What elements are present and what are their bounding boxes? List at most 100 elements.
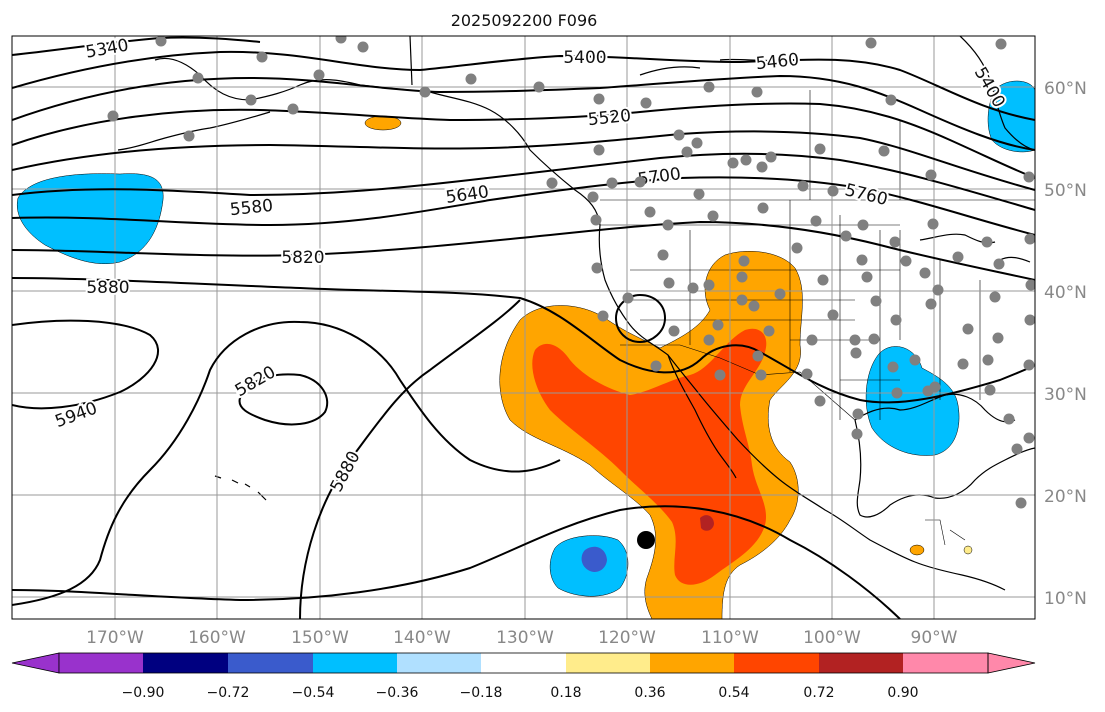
colorbar-extend-max xyxy=(987,652,1036,674)
station-dot xyxy=(989,291,1001,303)
station-dot xyxy=(870,295,882,307)
lon-label: 120°W xyxy=(598,628,656,648)
station-dot xyxy=(957,358,969,370)
station-dot xyxy=(774,288,786,300)
lat-label: 50°N xyxy=(1044,181,1087,201)
station-dot xyxy=(1003,413,1015,425)
station-dot xyxy=(817,274,829,286)
colorbar-segment xyxy=(903,653,988,673)
station-dot xyxy=(256,51,268,63)
contour-line xyxy=(12,320,561,606)
lon-label: 100°W xyxy=(803,628,861,648)
station-dot xyxy=(852,408,864,420)
station-dot xyxy=(687,282,699,294)
station-dot xyxy=(703,81,715,93)
colorbar-tick-label: −0.90 xyxy=(122,685,165,701)
station-dot xyxy=(932,284,944,296)
station-dot xyxy=(982,354,994,366)
station-dot xyxy=(245,94,257,106)
contour-line xyxy=(299,299,521,619)
negative-omega-region-hudson xyxy=(987,80,1035,153)
colorbar-ticks: −0.90 −0.72 −0.54 −0.36 −0.18 0.18 0.36 … xyxy=(122,685,919,701)
station-dot xyxy=(593,144,605,156)
station-dot xyxy=(673,129,685,141)
station-dot xyxy=(891,387,903,399)
station-dot xyxy=(107,110,119,122)
lon-label: 90°W xyxy=(911,628,958,648)
station-dot xyxy=(757,202,769,214)
lon-label: 160°W xyxy=(188,628,246,648)
station-dot xyxy=(650,360,662,372)
strongest-positive-omega-core xyxy=(700,515,714,531)
colorbar-outline xyxy=(58,652,989,674)
station-dot xyxy=(740,154,752,166)
station-dot xyxy=(736,271,748,283)
station-dot xyxy=(1024,314,1035,326)
point-marker xyxy=(637,531,655,549)
station-dot xyxy=(885,94,897,106)
station-dot xyxy=(919,267,931,279)
colorbar-segment xyxy=(397,653,481,673)
latitude-labels: 60°N 50°N 40°N 30°N 20°N 10°N xyxy=(1044,79,1087,609)
station-dot xyxy=(992,332,1004,344)
colorbar-tick-label: 0.54 xyxy=(718,685,749,701)
colorbar-tick-label: 0.18 xyxy=(550,685,581,701)
station-dot xyxy=(622,292,634,304)
station-dot xyxy=(738,255,750,267)
station-dot xyxy=(691,137,703,149)
station-dot xyxy=(849,334,861,346)
colorbar-segment xyxy=(313,653,397,673)
station-dot xyxy=(183,130,195,142)
station-dot xyxy=(597,310,609,322)
station-dot xyxy=(981,236,993,248)
station-dot xyxy=(736,294,748,306)
station-dot xyxy=(1023,171,1035,183)
station-dot xyxy=(533,81,545,93)
station-dot xyxy=(591,262,603,274)
colorbar-tick-label: 0.36 xyxy=(634,685,665,701)
station-dot xyxy=(827,309,839,321)
contour-line xyxy=(12,50,1035,121)
station-dot xyxy=(703,279,715,291)
station-dot xyxy=(587,191,599,203)
station-dot xyxy=(590,214,602,226)
colorbar-segment xyxy=(481,653,566,673)
station-dot xyxy=(857,219,869,231)
station-dot xyxy=(791,242,803,254)
station-dot xyxy=(814,395,826,407)
station-dot xyxy=(751,86,763,98)
colorbar-tick-label: −0.54 xyxy=(292,685,335,701)
longitude-labels: 170°W 160°W 150°W 140°W 130°W 120°W 110°… xyxy=(86,628,958,648)
station-dot xyxy=(865,37,877,49)
figure-title: 2025092200 F096 xyxy=(451,11,598,30)
station-dot xyxy=(900,255,912,267)
station-dot xyxy=(593,93,605,105)
colorbar-segment xyxy=(566,653,650,673)
colorbar-extend-min xyxy=(11,652,60,674)
station-dot xyxy=(851,428,863,440)
station-dot xyxy=(727,157,739,169)
station-dot xyxy=(868,333,880,345)
station-dot xyxy=(856,254,868,266)
contour-line xyxy=(12,152,1035,211)
station-dot xyxy=(712,319,724,331)
contour-line xyxy=(12,74,1035,151)
map-panel: 5340 5400 5460 5400 5520 5580 5640 5700 … xyxy=(12,36,1035,619)
station-dot xyxy=(925,169,937,181)
colorbar-segment xyxy=(59,653,143,673)
lat-label: 60°N xyxy=(1044,79,1087,99)
station-dot xyxy=(765,151,777,163)
station-dot xyxy=(357,41,369,53)
station-dot xyxy=(606,177,618,189)
colorbar-tick-label: 0.90 xyxy=(887,685,918,701)
station-dot xyxy=(644,206,656,218)
station-dot xyxy=(814,143,826,155)
lat-label: 30°N xyxy=(1044,385,1087,405)
station-dot xyxy=(1023,432,1035,444)
station-dot xyxy=(287,103,299,115)
contour-line xyxy=(12,220,1035,281)
lon-label: 140°W xyxy=(393,628,451,648)
station-dot xyxy=(703,334,715,346)
station-dot xyxy=(714,369,726,381)
